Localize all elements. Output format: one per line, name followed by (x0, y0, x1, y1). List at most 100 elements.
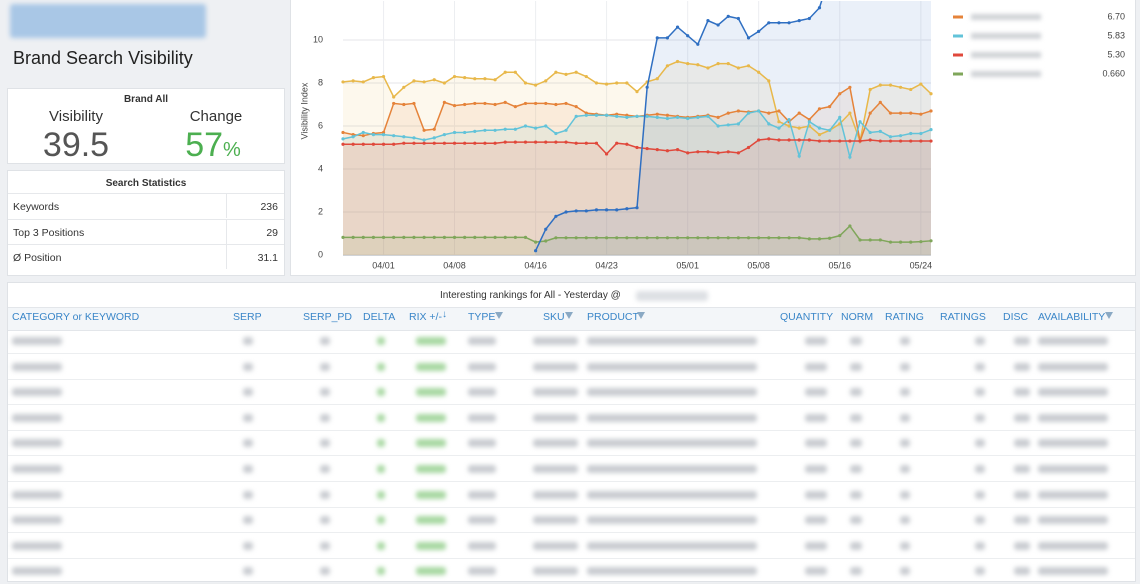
column-header[interactable]: RATINGS (940, 311, 986, 323)
column-header[interactable]: NORM (841, 311, 873, 323)
redacted-cell (243, 491, 253, 499)
chart-panel: Visibility Index 02468101204/0104/0804/1… (290, 0, 1136, 276)
data-point (646, 147, 649, 150)
data-point (899, 86, 902, 89)
redacted-cell (468, 465, 496, 473)
column-header[interactable]: RATING (885, 311, 924, 323)
data-point (585, 142, 588, 145)
redacted-cell (1038, 414, 1108, 422)
data-point (504, 141, 507, 144)
redacted-cell (805, 363, 827, 371)
data-point (341, 143, 344, 146)
redacted-cell (587, 516, 757, 524)
redacted-cell (320, 542, 330, 550)
redacted-cell (587, 439, 757, 447)
redacted-cell (975, 491, 985, 499)
data-point (757, 30, 760, 33)
redacted-cell (975, 388, 985, 396)
data-point (463, 131, 466, 134)
data-point (625, 236, 628, 239)
x-tick-label: 05/24 (910, 260, 933, 270)
legend-marker (953, 73, 963, 76)
redacted-cell (1038, 516, 1108, 524)
data-point (676, 236, 679, 239)
data-point (869, 112, 872, 115)
redacted-cell (805, 337, 827, 345)
redacted-cell (850, 465, 862, 473)
column-header[interactable]: QUANTITY (780, 311, 833, 323)
data-point (889, 139, 892, 142)
brand-all-panel: Brand All Visibility 39.5 Change 57% (7, 88, 285, 164)
data-point (433, 236, 436, 239)
data-point (838, 139, 841, 142)
data-point (706, 115, 709, 118)
data-point (433, 142, 436, 145)
redacted-cell (533, 337, 578, 345)
redacted-cell (1014, 567, 1030, 575)
redacted-cell (243, 337, 253, 345)
data-point (909, 88, 912, 91)
redacted-cell (805, 542, 827, 550)
redacted-cell (587, 567, 757, 575)
redacted-cell (1038, 363, 1108, 371)
data-point (585, 209, 588, 212)
data-point (747, 146, 750, 149)
redacted-cell (416, 363, 446, 371)
data-point (787, 138, 790, 141)
redacted-cell (587, 542, 757, 550)
data-point (402, 236, 405, 239)
data-point (544, 124, 547, 127)
redacted-cell (1014, 388, 1030, 396)
data-point (717, 151, 720, 154)
data-point (463, 103, 466, 106)
data-point (443, 142, 446, 145)
data-point (605, 114, 608, 117)
data-point (848, 86, 851, 89)
data-point (605, 152, 608, 155)
data-point (554, 103, 557, 106)
data-point (798, 236, 801, 239)
data-point (717, 124, 720, 127)
data-point (777, 21, 780, 24)
redacted-cell (1038, 388, 1108, 396)
column-header[interactable]: RIX +/- (409, 311, 442, 323)
data-point (625, 81, 628, 84)
data-point (504, 236, 507, 239)
data-point (392, 102, 395, 105)
data-point (848, 112, 851, 115)
data-point (767, 21, 770, 24)
data-point (504, 101, 507, 104)
data-point (473, 102, 476, 105)
data-point (635, 115, 638, 118)
data-point (615, 236, 618, 239)
redacted-cell (900, 414, 910, 422)
column-header[interactable]: TYPE (468, 311, 495, 323)
data-point (352, 236, 355, 239)
column-header[interactable]: SKU (543, 311, 565, 323)
y-tick-label: 8 (318, 77, 323, 87)
column-header[interactable]: PRODUCT (587, 311, 639, 323)
column-header[interactable]: SERP_PD (303, 311, 352, 323)
data-point (575, 142, 578, 145)
legend-marker (953, 16, 963, 19)
column-header[interactable]: SERP (233, 311, 262, 323)
data-point (727, 123, 730, 126)
data-point (483, 129, 486, 132)
data-point (909, 112, 912, 115)
redacted-cell (377, 363, 385, 371)
column-header[interactable]: DISC (1003, 311, 1028, 323)
redacted-cell (533, 439, 578, 447)
redacted-cell (975, 414, 985, 422)
redacted-cell (900, 491, 910, 499)
legend-marker (953, 35, 963, 38)
row-line (8, 404, 1135, 405)
data-point (473, 130, 476, 133)
data-point (818, 107, 821, 110)
data-point (635, 236, 638, 239)
legend-marker (953, 54, 963, 57)
column-header[interactable]: AVAILABILITY (1038, 311, 1105, 323)
column-header[interactable]: DELTA (363, 311, 395, 323)
column-header[interactable]: CATEGORY or KEYWORD (12, 311, 139, 323)
data-point (889, 135, 892, 138)
y-tick-label: 10 (313, 34, 323, 44)
